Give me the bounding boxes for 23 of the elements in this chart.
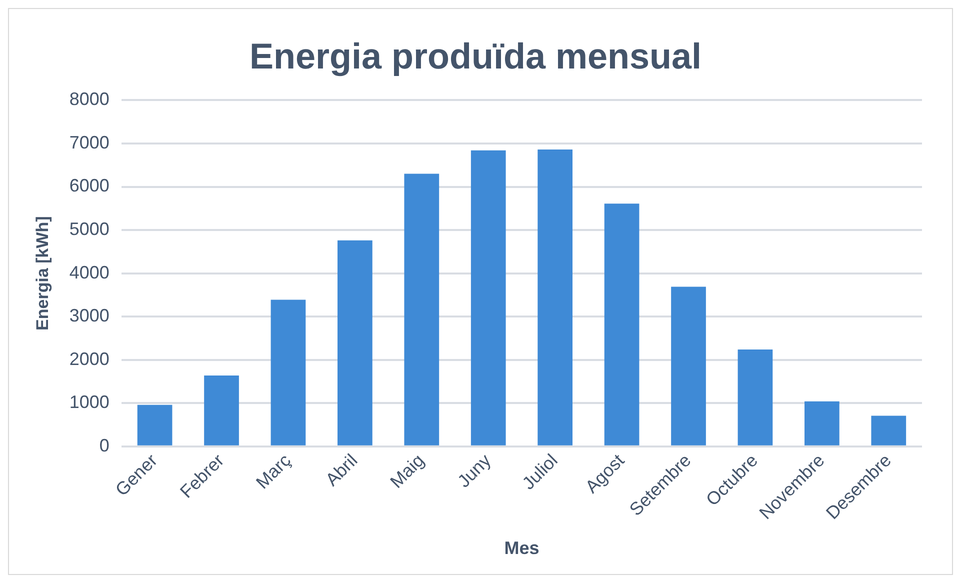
bar (538, 150, 573, 446)
bar (338, 240, 372, 446)
bar (871, 416, 906, 446)
y-tick-label: 4000 (69, 262, 110, 282)
y-tick-label: 5000 (69, 219, 110, 239)
y-tick-label: 1000 (69, 392, 110, 412)
bar (604, 204, 640, 446)
y-axis-title: Energia [kWh] (32, 216, 52, 330)
bar (137, 404, 172, 446)
y-tick-label: 2000 (69, 348, 110, 369)
chart-title: Energia produïda mensual (249, 36, 702, 77)
bar (671, 286, 706, 446)
bar (404, 174, 440, 446)
bar (270, 300, 306, 446)
y-tick-label: 8000 (69, 89, 110, 110)
bar (470, 150, 506, 446)
bar (738, 349, 773, 446)
bar (804, 401, 840, 446)
y-tick-label: 7000 (69, 132, 110, 152)
y-tick-label: 6000 (69, 176, 110, 196)
y-tick-label: 0 (99, 435, 110, 456)
bar (204, 375, 239, 446)
y-tick-label: 3000 (69, 306, 110, 326)
